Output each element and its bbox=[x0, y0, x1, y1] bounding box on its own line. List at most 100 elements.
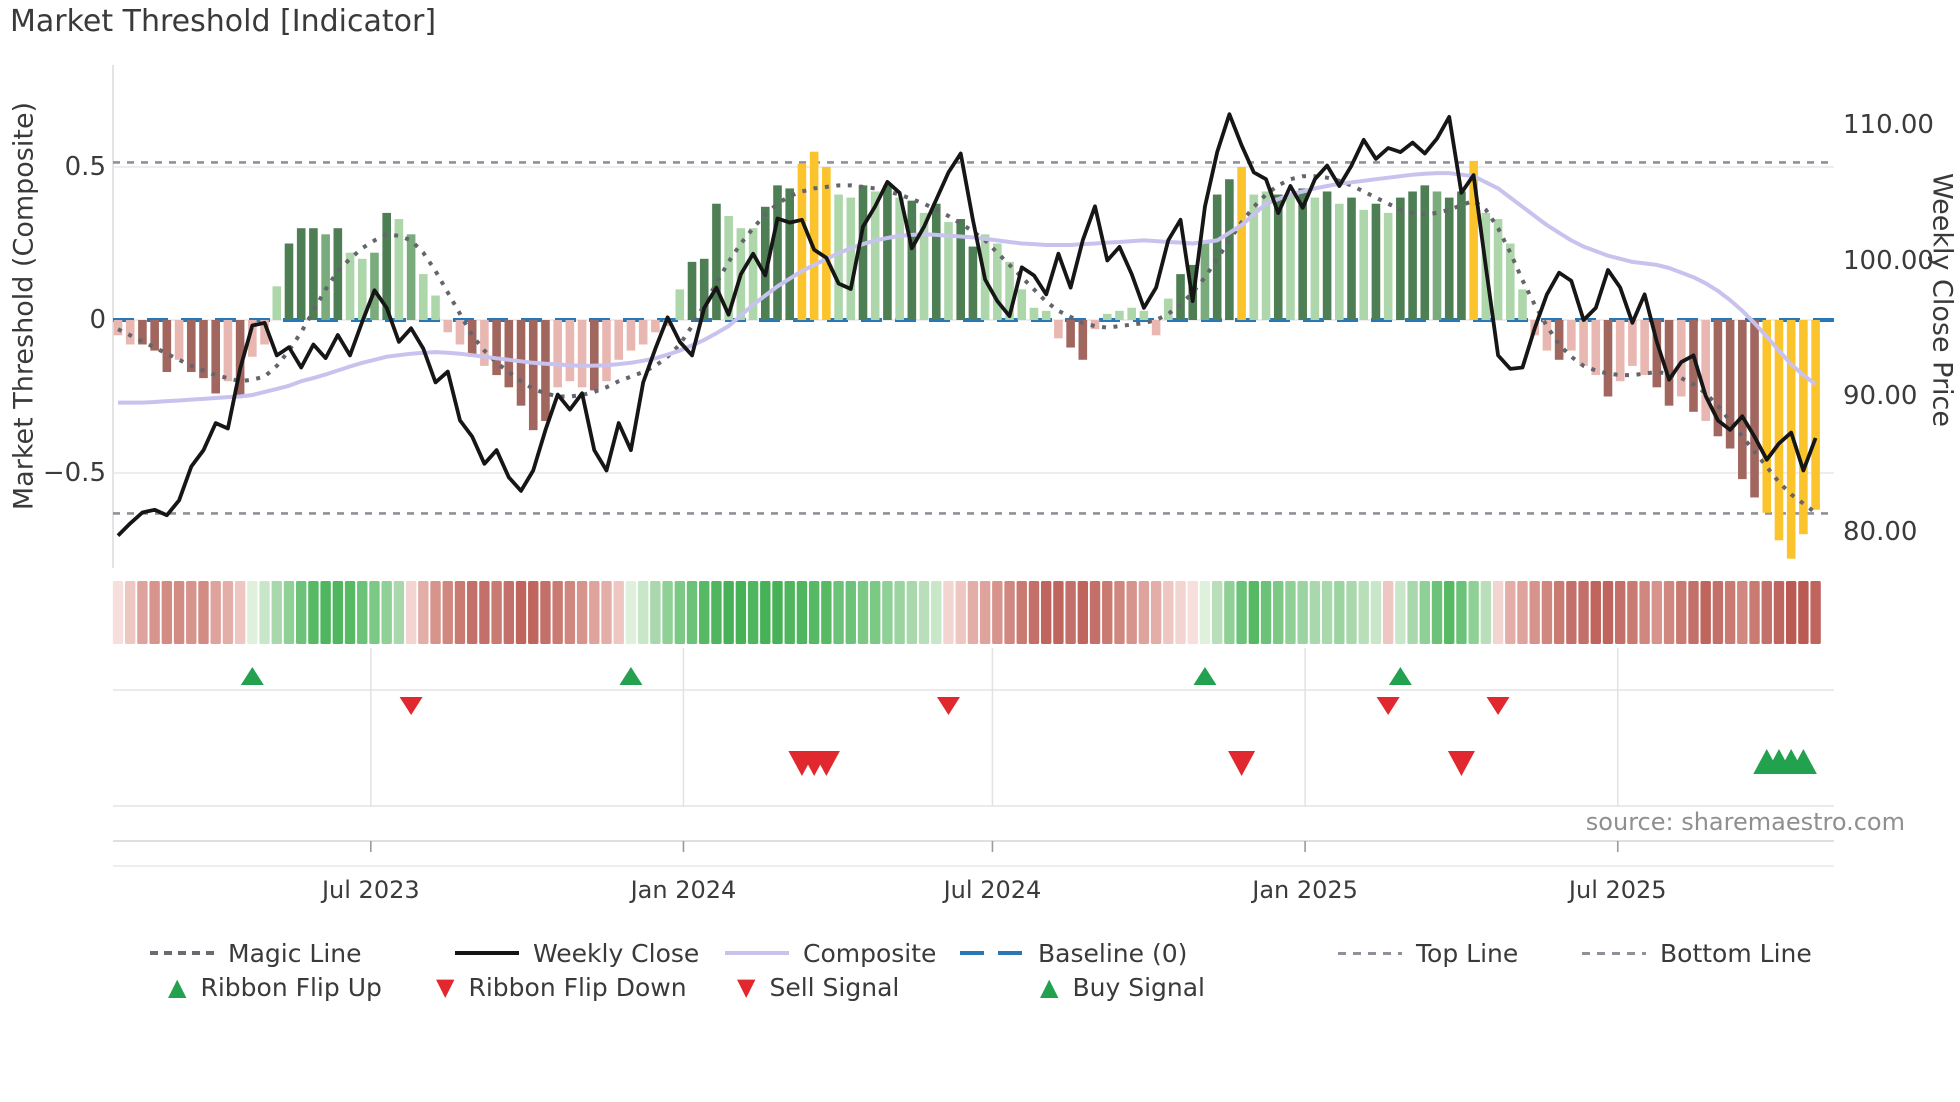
ribbon-cell bbox=[1285, 581, 1296, 644]
composite-bar bbox=[113, 320, 123, 336]
composite-bar bbox=[1200, 243, 1210, 320]
ribbon-cell bbox=[943, 581, 954, 644]
ribbon-cell bbox=[1505, 581, 1516, 644]
ribbon-cell bbox=[479, 581, 490, 644]
ribbon-cell bbox=[1126, 581, 1137, 644]
ribbon-cell bbox=[735, 581, 747, 644]
legend-label: Composite bbox=[803, 938, 937, 968]
composite-bar bbox=[125, 320, 135, 345]
composite-bar bbox=[822, 167, 831, 320]
ribbon-cell bbox=[234, 581, 246, 644]
legend-item-ribbon-flip-up: ▲ Ribbon Flip Up bbox=[168, 972, 382, 1002]
x-axis-tick: Jul 2025 bbox=[1568, 876, 1667, 904]
composite-bar bbox=[1628, 320, 1637, 366]
ribbon-flip-down-marker bbox=[1486, 697, 1510, 715]
composite-bar bbox=[1762, 320, 1772, 513]
ribbon-cell bbox=[931, 581, 942, 644]
composite-bar bbox=[1505, 243, 1515, 320]
composite-bar bbox=[1371, 203, 1381, 320]
legend-item-magic-line: Magic Line bbox=[150, 938, 362, 968]
ribbon-flip-up-marker bbox=[1193, 667, 1217, 685]
ribbon-cell bbox=[1785, 581, 1797, 644]
ribbon-cell bbox=[454, 581, 466, 644]
ribbon-cell bbox=[576, 581, 588, 644]
composite-bar bbox=[1493, 219, 1503, 320]
ribbon-flip-down-marker bbox=[399, 697, 423, 715]
ribbon-cell bbox=[1077, 581, 1089, 644]
ribbon-cell bbox=[393, 581, 405, 644]
ribbon-cell bbox=[1053, 581, 1064, 644]
ribbon-cell bbox=[1297, 581, 1308, 644]
composite-bar bbox=[797, 163, 807, 320]
composite-bar bbox=[1701, 320, 1710, 421]
right-axis-title: Weekly Close Price bbox=[1926, 172, 1958, 428]
composite-bar bbox=[834, 194, 843, 320]
ribbon-cell bbox=[711, 581, 722, 644]
ribbon-cell bbox=[320, 581, 331, 644]
ribbon-cell bbox=[882, 581, 893, 644]
buy-signal-marker bbox=[1789, 749, 1817, 774]
ribbon-cell bbox=[1431, 581, 1443, 644]
composite-bar bbox=[211, 320, 221, 394]
composite-bar bbox=[858, 185, 868, 320]
right-axis-tick: 80.00 bbox=[1843, 516, 1918, 547]
composite-bar bbox=[675, 289, 685, 320]
composite-bar bbox=[712, 203, 721, 320]
composite-bar bbox=[883, 185, 892, 320]
ribbon-cell bbox=[894, 581, 905, 644]
composite-bar bbox=[1652, 320, 1662, 388]
composite-bar bbox=[931, 203, 941, 320]
composite-bar bbox=[1359, 209, 1369, 320]
ribbon-cell bbox=[1370, 581, 1382, 644]
composite-bar bbox=[724, 215, 733, 320]
sell-signal-marker bbox=[812, 751, 840, 776]
composite-bar bbox=[907, 200, 917, 320]
ribbon-flip-down-marker bbox=[936, 697, 960, 715]
composite-bar bbox=[1151, 320, 1161, 336]
composite-bar bbox=[333, 228, 343, 320]
ribbon-cell bbox=[1517, 581, 1528, 644]
page-title: Market Threshold [Indicator] bbox=[10, 4, 437, 39]
composite-bar bbox=[1774, 320, 1784, 541]
right-axis-tick: 110.00 bbox=[1843, 110, 1934, 140]
ribbon-cell bbox=[503, 581, 515, 644]
sell-signal-marker bbox=[1228, 751, 1256, 776]
ribbon-cell bbox=[1224, 581, 1235, 644]
ribbon-cell bbox=[283, 581, 295, 644]
baseline-swatch bbox=[960, 951, 1024, 955]
composite-bar bbox=[1457, 191, 1466, 320]
ribbon-cell bbox=[271, 581, 282, 644]
ribbon-cell bbox=[1688, 581, 1699, 644]
ribbon-cell bbox=[357, 581, 368, 644]
ribbon-cell bbox=[1346, 581, 1357, 644]
composite-bar bbox=[223, 320, 233, 382]
composite-bar bbox=[760, 206, 770, 320]
composite-bar bbox=[553, 320, 562, 388]
ribbon-cell bbox=[1456, 581, 1467, 644]
composite-bar bbox=[1102, 313, 1112, 320]
ribbon-cell bbox=[222, 581, 234, 644]
ribbon-cell bbox=[295, 581, 307, 644]
composite-bar bbox=[1738, 320, 1747, 480]
ribbon-cell bbox=[515, 581, 527, 644]
composite-bar bbox=[260, 320, 269, 345]
ribbon-cell bbox=[808, 581, 820, 644]
composite-bar bbox=[1029, 307, 1039, 320]
ribbon-cell bbox=[1395, 581, 1406, 644]
source-note: source: sharemaestro.com bbox=[1585, 808, 1905, 836]
composite-bar bbox=[1432, 191, 1442, 320]
composite-bar bbox=[1615, 320, 1625, 382]
ribbon-cell bbox=[760, 581, 771, 644]
composite-bar bbox=[1322, 191, 1332, 320]
composite-bar bbox=[1554, 320, 1564, 360]
weekly-close-line bbox=[116, 112, 1818, 537]
ribbon-cell bbox=[699, 581, 710, 644]
ribbon-cell bbox=[845, 581, 856, 644]
composite-bar bbox=[651, 320, 660, 333]
composite-bar bbox=[1225, 179, 1234, 320]
ribbon-cell bbox=[332, 581, 344, 644]
composite-bar bbox=[1127, 307, 1136, 320]
ribbon-cell bbox=[1737, 581, 1748, 644]
legend-label: Magic Line bbox=[228, 938, 362, 968]
composite-bar bbox=[1139, 310, 1149, 320]
